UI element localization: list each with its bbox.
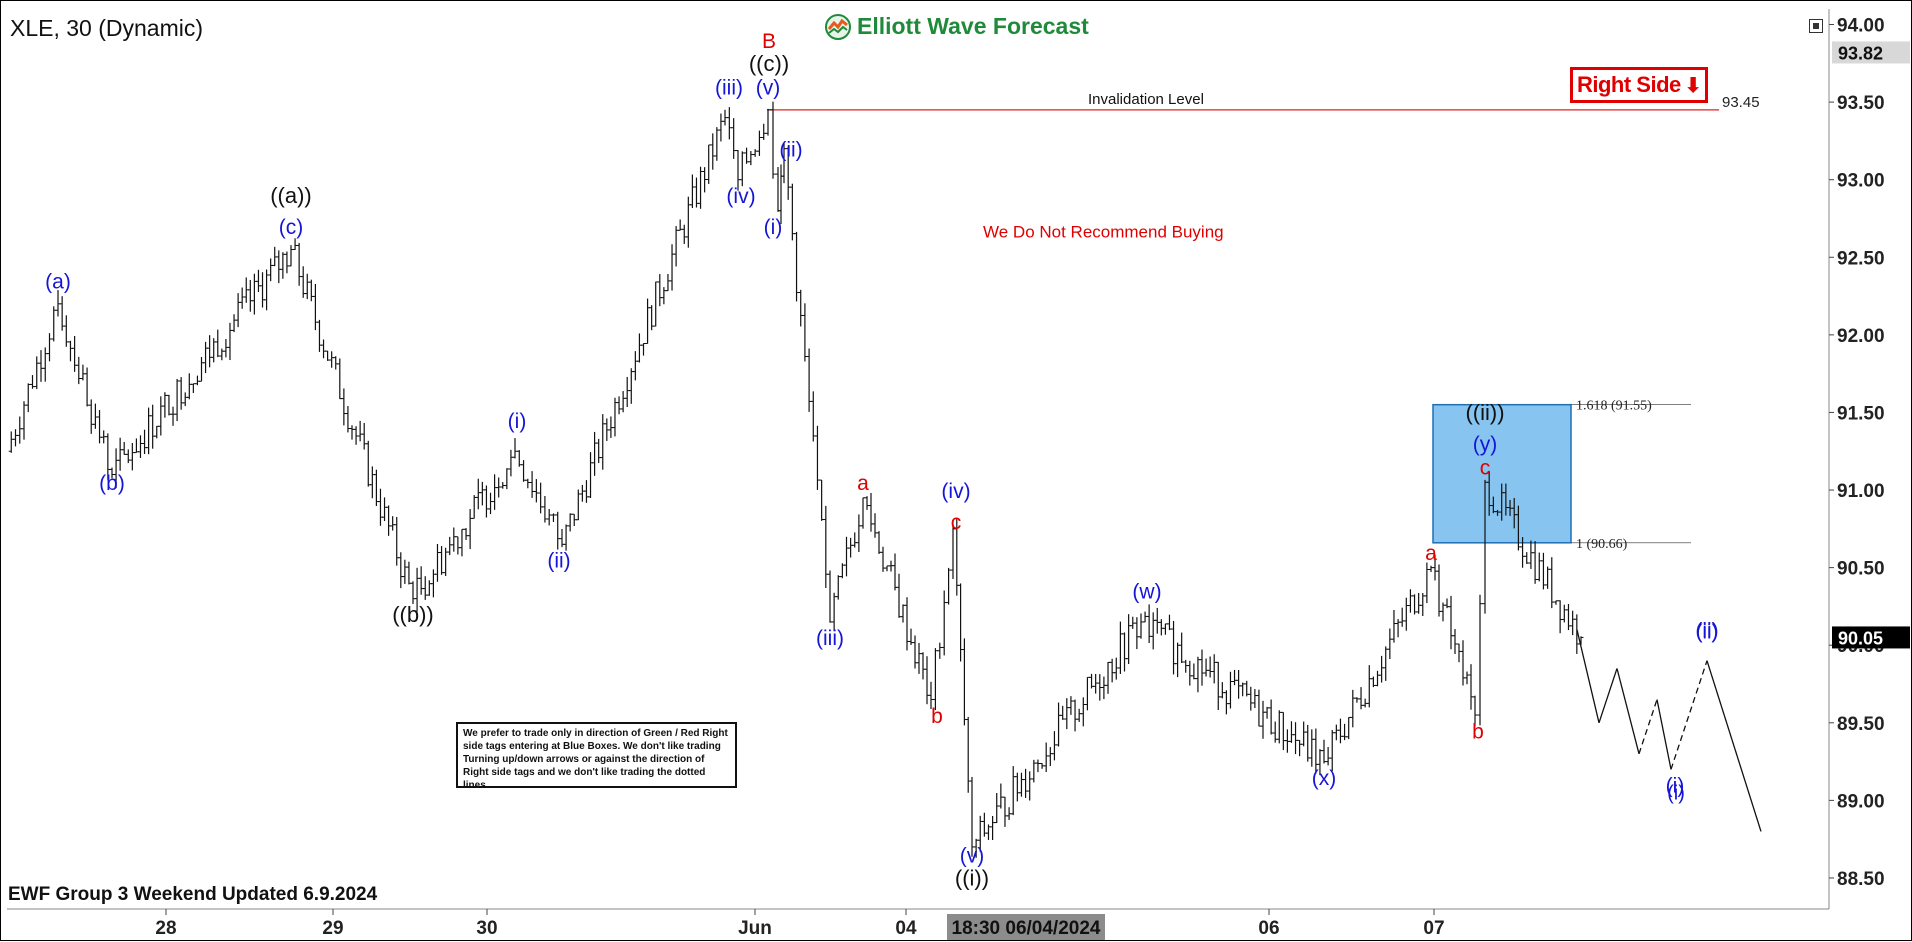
right-side-label: Right Side [1576,72,1681,97]
wave-label: (i) [1666,775,1685,798]
wave-label: B [762,30,776,53]
wave-label: (i) [764,216,783,239]
wave-label: b [1472,720,1484,743]
wave-label: ((ii)) [1465,400,1504,425]
fib-high-label: 1.618 (91.55) [1576,399,1652,414]
blue-box-zone [1432,403,1572,544]
wave-label: (x) [1312,767,1337,790]
wave-label: (y) [1473,433,1498,456]
symbol-title: XLE, 30 (Dynamic) [10,15,204,41]
y-tick-label: 88.50 [1837,869,1885,890]
wave-label: (iv) [941,480,970,503]
settings-icon[interactable] [1809,19,1823,33]
wave-label: (a) [45,270,71,293]
wave-label: (ii) [779,138,802,161]
wave-label: (ii) [547,550,570,573]
invalidation-value: 93.45 [1722,94,1760,111]
wave-label: (ii) [1695,619,1718,642]
x-tick-label: 07 [1423,918,1444,939]
brand: Elliott Wave Forecast [825,13,1089,40]
wave-label: (v) [960,844,985,867]
wave-label: (iii) [816,627,844,650]
last-price-badge [1832,626,1910,649]
wave-label: ((a)) [270,183,312,208]
projection-segment [1706,660,1762,832]
x-tick-label: 04 [895,918,917,939]
y-tick-label: 91.00 [1837,481,1885,502]
current-price-badge [1832,41,1910,64]
x-tick-label: 28 [155,918,176,939]
x-tick-label: 29 [322,918,343,939]
projection-segment [1616,668,1640,754]
wave-label: c [1480,457,1491,480]
wave-label: (w) [1132,581,1161,604]
projection-segment [1656,699,1672,770]
x-tick-label: Jun [738,918,772,939]
y-tick-label: 93.00 [1837,171,1885,192]
updated-label: EWF Group 3 Weekend Updated 6.9.2024 [8,884,378,905]
wave-label: a [857,472,869,495]
wave-label: (v) [756,76,781,99]
wave-label: (iii) [715,76,743,99]
wave-label: ((i)) [955,866,989,891]
wave-label: (iv) [726,185,755,208]
wave-label: a [1425,542,1437,565]
last-price-label: 90.05 [1838,628,1883,648]
wave-label: (b) [99,472,125,495]
y-tick-label: 94.00 [1837,16,1885,37]
wave-label: (c) [279,216,304,239]
projection-segment [1670,660,1708,770]
current-price-label: 93.82 [1838,43,1883,63]
x-tick-label: 30 [476,918,497,939]
recommendation-note: We Do Not Recommend Buying [983,222,1224,241]
fib-low-label: 1 (90.66) [1576,537,1628,552]
projection-segment [1598,668,1618,723]
y-tick-label: 89.00 [1837,791,1885,812]
y-tick-label: 89.50 [1837,714,1885,735]
trading-notice: We prefer to trade only in direction of … [456,722,737,791]
wave-label: c [951,511,962,534]
y-tick-label: 91.50 [1837,403,1885,424]
y-tick-label: 90.50 [1837,559,1885,580]
brand-name: Elliott Wave Forecast [857,13,1089,39]
projection-segment [1638,699,1658,755]
y-tick-label: 92.00 [1837,326,1885,347]
cursor-time-label: 18:30 06/04/2024 [952,918,1101,939]
invalidation-label: Invalidation Level [1088,91,1204,108]
x-tick-label: 06 [1258,918,1279,939]
y-tick-label: 93.50 [1837,93,1885,114]
y-tick-label: 92.50 [1837,248,1885,269]
arrow-down-icon: ⬇ [1684,74,1702,97]
wave-label: b [931,705,943,728]
cursor-time-badge [947,914,1105,940]
wave-label: ((c)) [749,51,789,76]
projection-segment [1576,629,1600,723]
wave-label: ((b)) [392,602,434,627]
projection-wave-label: (i) [1667,782,1685,804]
wave-label: (i) [508,410,527,433]
right-side-tag: Right Side ⬇ [1570,67,1708,103]
projection-wave-label: (ii) [1696,622,1718,644]
brand-logo-icon [825,13,851,40]
